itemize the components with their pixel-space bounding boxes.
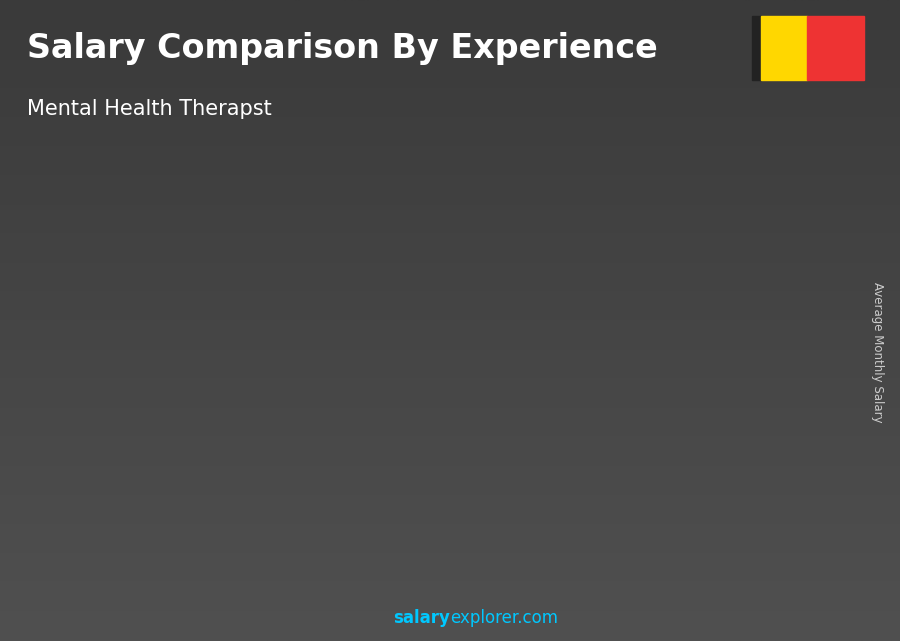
Text: +24%: +24% (417, 220, 474, 238)
Text: +38%: +38% (294, 278, 352, 296)
Polygon shape (704, 208, 716, 564)
Text: +7%: +7% (668, 178, 713, 196)
Bar (104, 428, 176, 564)
Polygon shape (704, 208, 787, 221)
Polygon shape (581, 230, 593, 564)
Text: 14,400 EUR: 14,400 EUR (644, 263, 721, 276)
Text: 10,900 EUR: 10,900 EUR (399, 336, 476, 349)
Text: 7,880 EUR: 7,880 EUR (276, 399, 346, 412)
Polygon shape (92, 414, 176, 428)
Bar (593, 244, 664, 564)
Text: Average Monthly Salary: Average Monthly Salary (871, 282, 884, 423)
Text: explorer.com: explorer.com (450, 609, 558, 627)
Text: 13,500 EUR: 13,500 EUR (521, 281, 599, 294)
Text: Mental Health Therapst: Mental Health Therapst (27, 99, 272, 119)
Polygon shape (459, 250, 542, 263)
Polygon shape (337, 308, 419, 321)
Polygon shape (459, 250, 472, 564)
Text: 15,400 EUR: 15,400 EUR (766, 242, 843, 254)
Polygon shape (581, 230, 664, 244)
Polygon shape (214, 375, 298, 388)
Polygon shape (214, 375, 227, 564)
Text: 6,130 EUR: 6,130 EUR (154, 436, 223, 449)
Bar (349, 321, 419, 564)
Bar (472, 263, 542, 564)
Bar (716, 221, 787, 564)
Polygon shape (92, 414, 104, 564)
Polygon shape (337, 308, 349, 564)
Text: +7%: +7% (545, 200, 590, 218)
Bar (227, 388, 298, 564)
Text: +29%: +29% (172, 345, 230, 363)
Text: Salary Comparison By Experience: Salary Comparison By Experience (27, 32, 658, 65)
Text: salary: salary (393, 609, 450, 627)
